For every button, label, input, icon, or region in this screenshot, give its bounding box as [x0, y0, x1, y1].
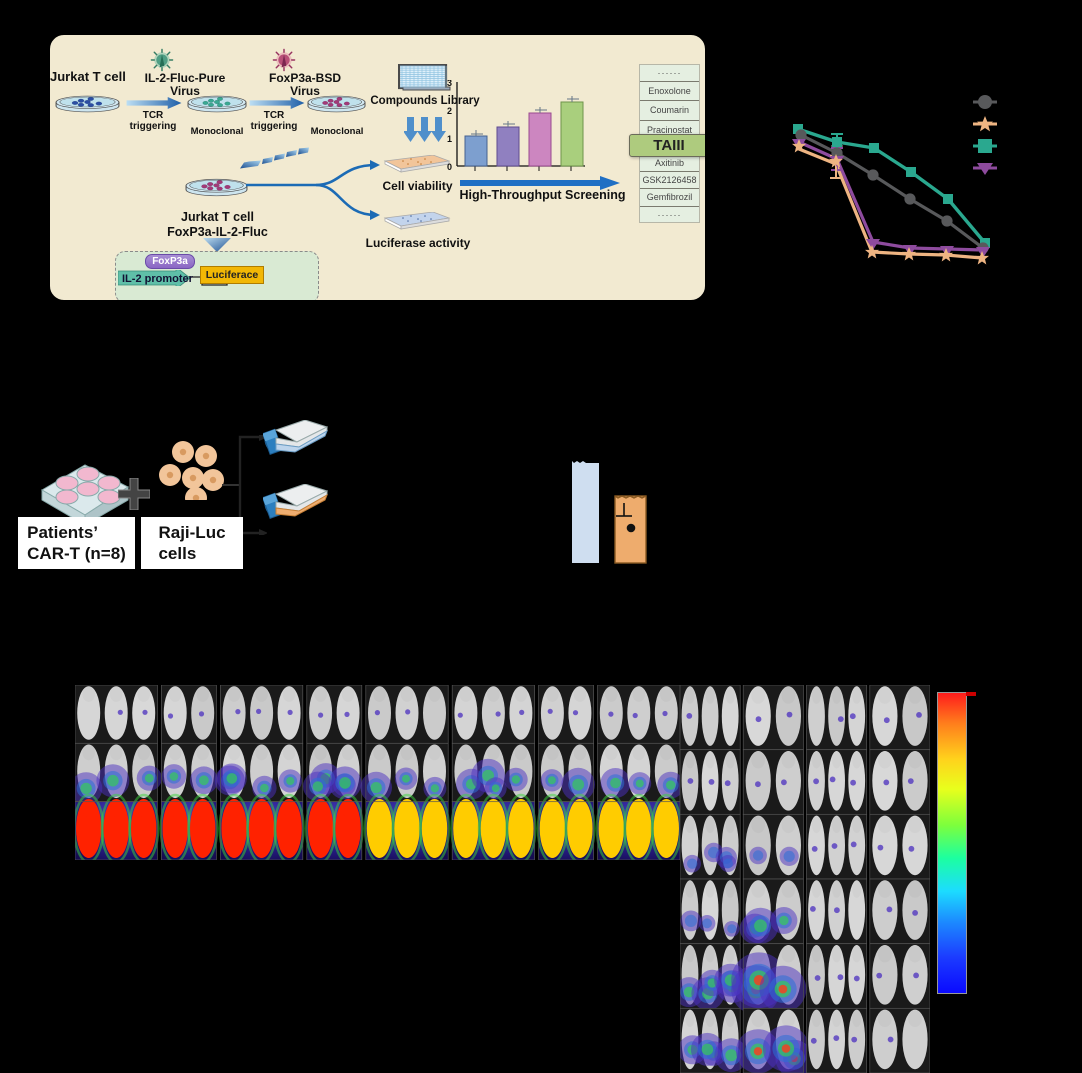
svg-text:2: 2 — [447, 106, 452, 116]
svg-text:IL-2 promoter: IL-2 promoter — [122, 273, 194, 285]
svg-text:0: 0 — [447, 162, 452, 172]
svg-text:3: 3 — [447, 80, 452, 88]
svg-text:1: 1 — [447, 134, 452, 144]
